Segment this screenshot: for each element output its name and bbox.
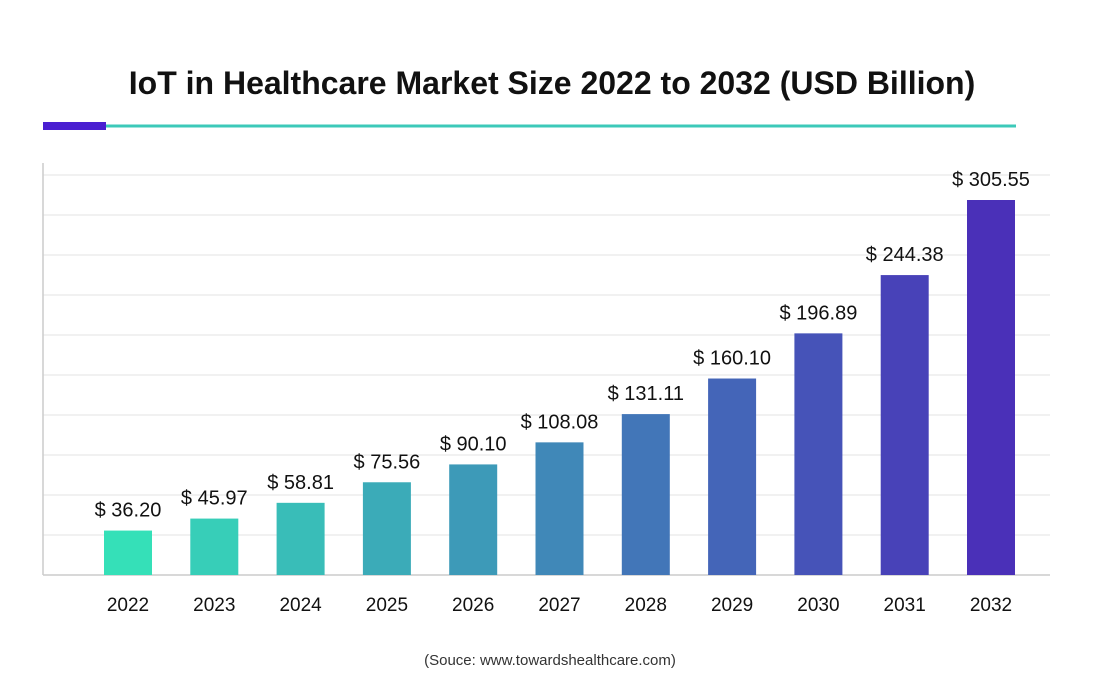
value-label-2022: $ 36.20: [95, 500, 162, 522]
value-label-2026: $ 90.10: [440, 433, 507, 455]
bar-2031: [880, 275, 929, 575]
bars: [104, 200, 1015, 575]
value-label-2027: $ 108.08: [521, 411, 599, 433]
value-label-2030: $ 196.89: [779, 302, 857, 324]
x-tick-2027: 2027: [538, 595, 580, 616]
value-label-2028: $ 131.11: [608, 383, 684, 405]
x-tick-labels: 2022 2023 2024 2025 2026 2027 2028 2029 2030 2031…: [107, 595, 1012, 616]
x-tick-2032: 2032: [970, 595, 1012, 616]
bar-2027: [535, 442, 584, 575]
x-tick-2028: 2028: [625, 595, 667, 616]
x-tick-2025: 2025: [366, 595, 408, 616]
title-divider-line: [106, 124, 1016, 128]
value-label-2024: $ 58.81: [267, 472, 334, 494]
x-tick-2030: 2030: [797, 595, 839, 616]
x-tick-2023: 2023: [193, 595, 235, 616]
bar-2029: [708, 378, 757, 575]
bar-2026: [449, 464, 498, 575]
bar-2025: [362, 482, 411, 575]
value-label-2029: $ 160.10: [693, 348, 771, 370]
chart-title: IoT in Healthcare Market Size 2022 to 20…: [129, 65, 975, 101]
source-note: (Souce: www.towardshealthcare.com): [424, 652, 676, 669]
x-tick-2029: 2029: [711, 595, 753, 616]
value-label-2023: $ 45.97: [181, 488, 248, 510]
value-label-2025: $ 75.56: [354, 451, 421, 473]
x-tick-2022: 2022: [107, 595, 149, 616]
bar-2032: [967, 200, 1015, 575]
x-tick-2031: 2031: [884, 595, 926, 616]
value-label-2031: $ 244.38: [866, 244, 944, 266]
bar-2028: [621, 414, 670, 575]
bar-2023: [190, 518, 239, 575]
bar-2024: [276, 502, 325, 575]
value-labels: $ 36.20 $ 45.97 $ 58.81 $ 75.56 $ 90.10 $ 108…: [95, 169, 1030, 522]
x-tick-2024: 2024: [279, 595, 322, 616]
x-tick-2026: 2026: [452, 595, 494, 616]
bar-2030: [794, 333, 843, 575]
bar-2022: [104, 530, 152, 575]
title-accent-bar: [43, 122, 106, 130]
value-label-2032: $ 305.55: [952, 169, 1030, 191]
